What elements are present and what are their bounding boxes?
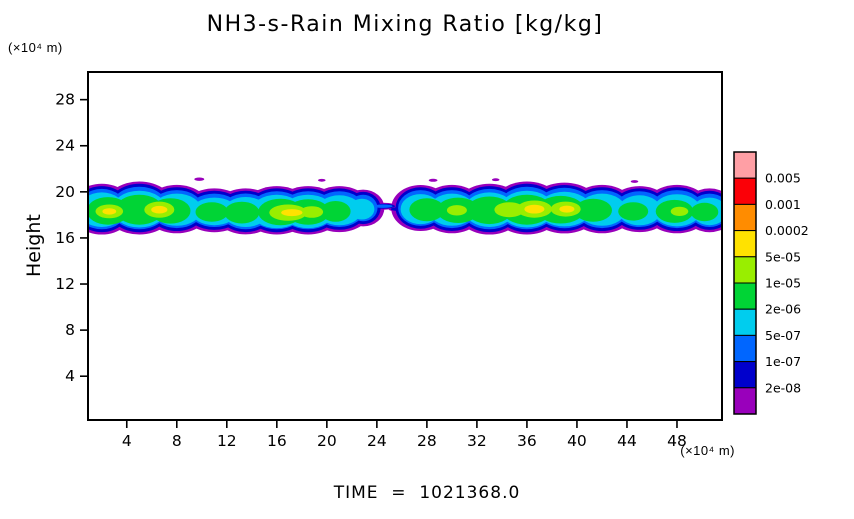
contour-blob — [194, 177, 205, 181]
colorbar-label: 5e-07 — [765, 328, 801, 343]
x-tick-label: 48 — [667, 432, 687, 450]
contour-blob — [670, 206, 689, 216]
contour-blob — [281, 209, 303, 217]
contour-blob — [373, 204, 393, 208]
x-tick-label: 12 — [217, 432, 237, 450]
colorbar-label: 0.005 — [765, 171, 801, 186]
contour-blob — [630, 180, 639, 183]
contour-blob — [320, 201, 351, 222]
y-tick-label: 12 — [55, 275, 75, 293]
colorbar-segment — [733, 256, 757, 284]
colorbar: 0.005 0.001 0.0002 5e-05 1e-05 2e-06 5e-07 1e-0… — [733, 151, 809, 415]
chart-title: NH3-s-Rain Mixing Ratio [kg/kg] — [206, 12, 604, 37]
y-tick-label: 8 — [65, 321, 75, 339]
x-tick-label: 16 — [267, 432, 287, 450]
y-tick-label: 20 — [55, 183, 75, 201]
colorbar-segment — [733, 334, 757, 363]
colorbar-segment — [733, 230, 757, 258]
contour-band — [88, 177, 722, 235]
contour-blob — [491, 178, 500, 182]
colorbar-segment — [733, 282, 757, 310]
x-tick-label: 24 — [367, 432, 387, 450]
x-tick-label: 8 — [172, 432, 182, 450]
x-tick-label: 32 — [467, 432, 487, 450]
contour-blob — [195, 202, 229, 222]
colorbar-label: 0.0002 — [765, 223, 809, 238]
colorbar-segment — [733, 203, 757, 232]
x-tick-label: 36 — [517, 432, 537, 450]
contour-blob — [466, 196, 512, 225]
contour-blob — [102, 208, 117, 215]
colorbar-label: 5e-05 — [765, 249, 801, 264]
colorbar-label: 0.001 — [765, 197, 801, 212]
contour-blob — [318, 178, 326, 182]
x-tick-label: 28 — [417, 432, 437, 450]
contour-blob — [151, 205, 168, 214]
contour-blob — [409, 198, 445, 222]
plot-border — [87, 71, 723, 421]
x-tick-label: 44 — [617, 432, 637, 450]
y-tick-label: 4 — [65, 367, 75, 385]
contour-blob — [618, 202, 649, 221]
time-annotation: TIME = 1021368.0 — [333, 483, 521, 503]
colorbar-segment — [733, 177, 757, 205]
colorbar-label: 2e-06 — [765, 302, 801, 317]
colorbar-segment — [733, 151, 757, 179]
contour-blob — [574, 198, 612, 222]
y-tick-label: 28 — [55, 91, 75, 109]
contour-blob — [300, 206, 324, 218]
x-tick-label: 40 — [567, 432, 587, 450]
x-axis-unit: (×10⁴ m) — [680, 443, 735, 458]
colorbar-segment — [733, 387, 757, 415]
contour-blob — [115, 194, 164, 225]
contour-blob — [494, 202, 525, 218]
colorbar-segment — [733, 361, 757, 389]
contour-blob — [559, 205, 575, 213]
colorbar-border — [733, 151, 757, 415]
y-axis-unit: (×10⁴ m) — [8, 40, 63, 55]
colorbar-label: 1e-05 — [765, 276, 801, 291]
x-tick-label: 20 — [317, 432, 337, 450]
x-tick-label: 4 — [122, 432, 132, 450]
y-tick-label: 16 — [55, 229, 75, 247]
contour-blob — [690, 202, 719, 222]
y-tick-label: 24 — [55, 137, 75, 155]
contour-blob — [349, 198, 375, 220]
colorbar-segment — [733, 308, 757, 336]
contour-blob — [524, 204, 545, 214]
contour-blob — [446, 205, 467, 216]
contour-blob — [224, 201, 260, 224]
colorbar-label: 1e-07 — [765, 354, 801, 369]
contour-blob — [428, 178, 438, 182]
colorbar-label: 2e-08 — [765, 380, 801, 395]
